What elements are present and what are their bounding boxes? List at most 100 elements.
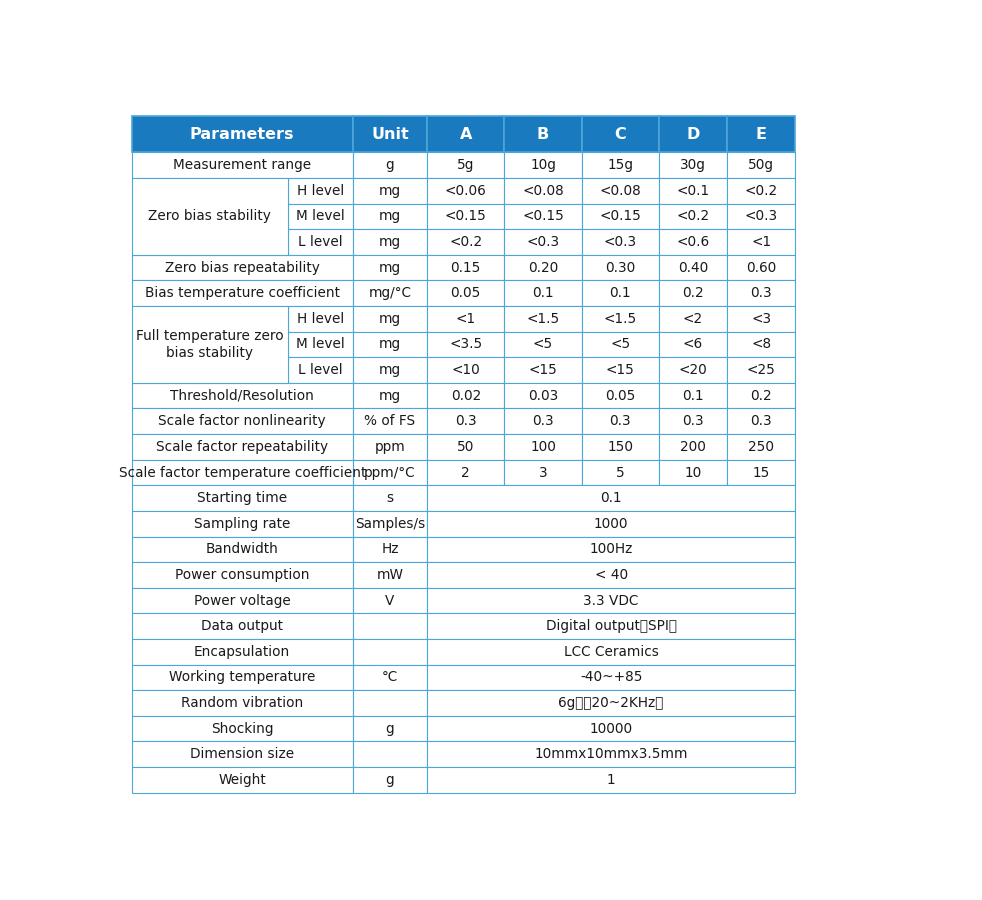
Text: <1: <1 xyxy=(456,311,476,326)
Bar xyxy=(581,409,659,434)
Text: <2: <2 xyxy=(682,311,703,326)
Text: <25: <25 xyxy=(746,363,776,377)
Bar xyxy=(132,716,353,742)
Text: Weight: Weight xyxy=(218,773,266,787)
Bar xyxy=(288,306,353,331)
Bar xyxy=(132,485,353,511)
Bar xyxy=(132,460,353,485)
Text: 150: 150 xyxy=(607,440,633,454)
Text: <1: <1 xyxy=(751,235,771,249)
Text: 0.1: 0.1 xyxy=(610,286,631,301)
Bar xyxy=(581,306,659,331)
Text: H level: H level xyxy=(297,184,344,198)
Text: <0.3: <0.3 xyxy=(604,235,637,249)
Bar xyxy=(727,357,795,382)
Bar xyxy=(505,178,581,203)
Bar xyxy=(505,306,581,331)
Bar xyxy=(353,511,427,536)
Text: M level: M level xyxy=(296,210,345,223)
Bar xyxy=(727,382,795,409)
Bar xyxy=(353,255,427,281)
Bar xyxy=(505,357,581,382)
Text: <0.15: <0.15 xyxy=(522,210,564,223)
Bar xyxy=(353,614,427,639)
Text: 0.1: 0.1 xyxy=(600,491,622,505)
Bar xyxy=(353,639,427,664)
Text: 0.60: 0.60 xyxy=(746,261,776,274)
Bar xyxy=(427,460,505,485)
Bar xyxy=(288,331,353,357)
Bar xyxy=(427,690,795,716)
Bar xyxy=(659,409,727,434)
Bar xyxy=(427,230,505,255)
Bar xyxy=(727,230,795,255)
Text: 100Hz: 100Hz xyxy=(589,543,632,556)
Bar xyxy=(132,742,353,767)
Bar xyxy=(581,281,659,306)
Text: <3: <3 xyxy=(751,311,771,326)
Bar xyxy=(659,331,727,357)
Text: Power consumption: Power consumption xyxy=(175,568,309,582)
Text: Random vibration: Random vibration xyxy=(181,696,303,710)
Bar xyxy=(353,460,427,485)
Bar xyxy=(427,767,795,793)
Bar xyxy=(132,306,288,382)
Bar xyxy=(659,460,727,485)
Text: <0.15: <0.15 xyxy=(599,210,641,223)
Text: mg: mg xyxy=(379,261,401,274)
Bar xyxy=(505,460,581,485)
Text: 0.20: 0.20 xyxy=(528,261,558,274)
Text: Starting time: Starting time xyxy=(197,491,288,505)
Bar xyxy=(659,178,727,203)
Text: 0.02: 0.02 xyxy=(451,389,481,402)
Bar xyxy=(353,409,427,434)
Text: 0.15: 0.15 xyxy=(451,261,481,274)
Text: 0.30: 0.30 xyxy=(605,261,635,274)
Text: mg: mg xyxy=(379,210,401,223)
Text: <0.1: <0.1 xyxy=(677,184,710,198)
Bar xyxy=(427,178,505,203)
Bar xyxy=(353,767,427,793)
Bar xyxy=(427,511,795,536)
Text: 30g: 30g xyxy=(680,158,706,172)
Text: 0.1: 0.1 xyxy=(682,389,704,402)
Bar xyxy=(427,742,795,767)
Text: Encapsulation: Encapsulation xyxy=(194,644,291,659)
Text: <0.08: <0.08 xyxy=(522,184,564,198)
Text: <20: <20 xyxy=(679,363,707,377)
Bar xyxy=(581,434,659,460)
Bar xyxy=(288,178,353,203)
Bar xyxy=(659,230,727,255)
Text: 0.3: 0.3 xyxy=(610,414,631,428)
Text: 1000: 1000 xyxy=(594,517,628,531)
Bar xyxy=(353,716,427,742)
Bar xyxy=(581,331,659,357)
Text: <0.2: <0.2 xyxy=(677,210,710,223)
Text: Parameters: Parameters xyxy=(190,127,295,142)
Text: <0.08: <0.08 xyxy=(599,184,641,198)
Bar xyxy=(581,255,659,281)
Text: <10: <10 xyxy=(452,363,480,377)
Text: Power voltage: Power voltage xyxy=(193,594,291,608)
Bar xyxy=(727,281,795,306)
Bar xyxy=(659,255,727,281)
Text: 0.03: 0.03 xyxy=(528,389,558,402)
Bar xyxy=(427,152,505,178)
Bar xyxy=(132,664,353,690)
Text: 2: 2 xyxy=(462,465,470,480)
Bar xyxy=(427,536,795,562)
Bar xyxy=(427,306,505,331)
Bar xyxy=(727,255,795,281)
Text: Scale factor temperature coefficient: Scale factor temperature coefficient xyxy=(119,465,366,480)
Bar xyxy=(581,152,659,178)
Text: Hz: Hz xyxy=(381,543,399,556)
Bar xyxy=(353,178,427,203)
Text: 0.2: 0.2 xyxy=(682,286,704,301)
Bar xyxy=(505,230,581,255)
Text: 15: 15 xyxy=(752,465,770,480)
Text: 250: 250 xyxy=(748,440,774,454)
Bar xyxy=(581,357,659,382)
Bar xyxy=(505,152,581,178)
Bar xyxy=(581,460,659,485)
Text: Unit: Unit xyxy=(371,127,409,142)
